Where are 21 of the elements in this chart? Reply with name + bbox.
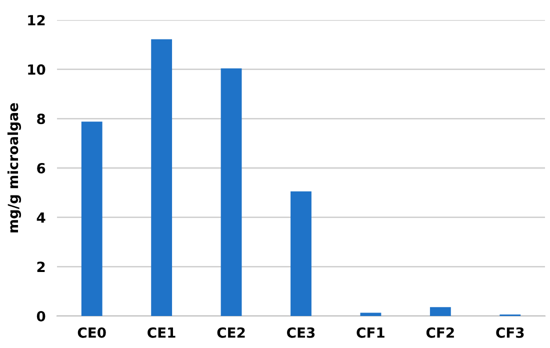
x-tick-label: CE0 [78, 327, 106, 338]
y-axis-title: mg/g microalgae [7, 103, 22, 232]
x-tick-label: CE2 [217, 327, 245, 338]
x-tick-label: CE3 [287, 327, 315, 338]
y-tick-label: 2 [37, 262, 45, 272]
y-tick-label: 0 [36, 310, 46, 322]
x-tick-label: CF2 [426, 327, 454, 338]
bar [151, 39, 172, 316]
bar [360, 312, 382, 316]
bar [220, 68, 242, 316]
x-tick-label: CE1 [148, 327, 176, 338]
y-tick-label: 12 [28, 14, 45, 26]
y-tick-label: 10 [28, 64, 46, 75]
bar [290, 191, 312, 316]
x-tick-label: CF3 [496, 327, 524, 338]
y-tick-label: 8 [37, 114, 46, 124]
y-tick-label: 6 [37, 162, 46, 174]
bar [430, 307, 451, 316]
y-tick-label: 4 [36, 212, 46, 223]
bar [81, 122, 102, 316]
x-tick-label: CF1 [356, 327, 384, 338]
